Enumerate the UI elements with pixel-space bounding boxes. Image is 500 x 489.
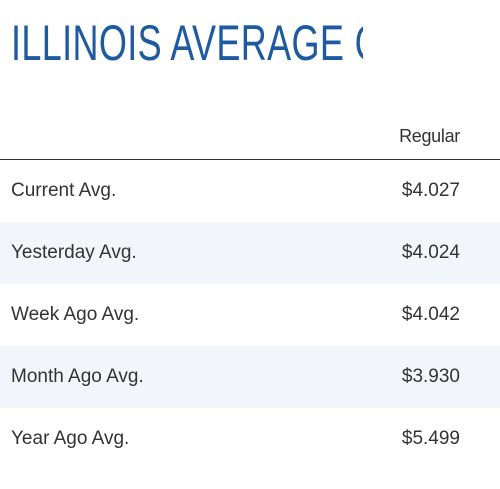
- page-title: ILLINOIS AVERAGE GAS PRICES: [11, 15, 363, 71]
- row-label: Current Avg.: [11, 180, 117, 201]
- row-value-regular: $4.024: [401, 242, 460, 263]
- row-value-regular: $4.042: [401, 304, 460, 325]
- table-header-row: Regular: [0, 112, 500, 160]
- row-value-regular: $3.930: [401, 366, 460, 387]
- row-label: Week Ago Avg.: [11, 304, 140, 325]
- table-row-year-ago: Year Ago Avg. $5.499: [0, 408, 500, 470]
- gas-price-table: Regular Current Avg. $4.027 Yesterday Av…: [0, 112, 500, 470]
- row-label: Month Ago Avg.: [11, 366, 144, 387]
- row-label: Yesterday Avg.: [11, 242, 137, 263]
- row-value-regular: $4.027: [401, 180, 460, 201]
- row-label: Year Ago Avg.: [11, 428, 130, 449]
- table-row-yesterday: Yesterday Avg. $4.024: [0, 222, 500, 284]
- row-value-regular: $5.499: [401, 428, 460, 449]
- table-row-current: Current Avg. $4.027: [0, 160, 500, 222]
- table-row-week-ago: Week Ago Avg. $4.042: [0, 284, 500, 346]
- table-row-month-ago: Month Ago Avg. $3.930: [0, 346, 500, 408]
- column-header-regular: Regular: [399, 126, 460, 146]
